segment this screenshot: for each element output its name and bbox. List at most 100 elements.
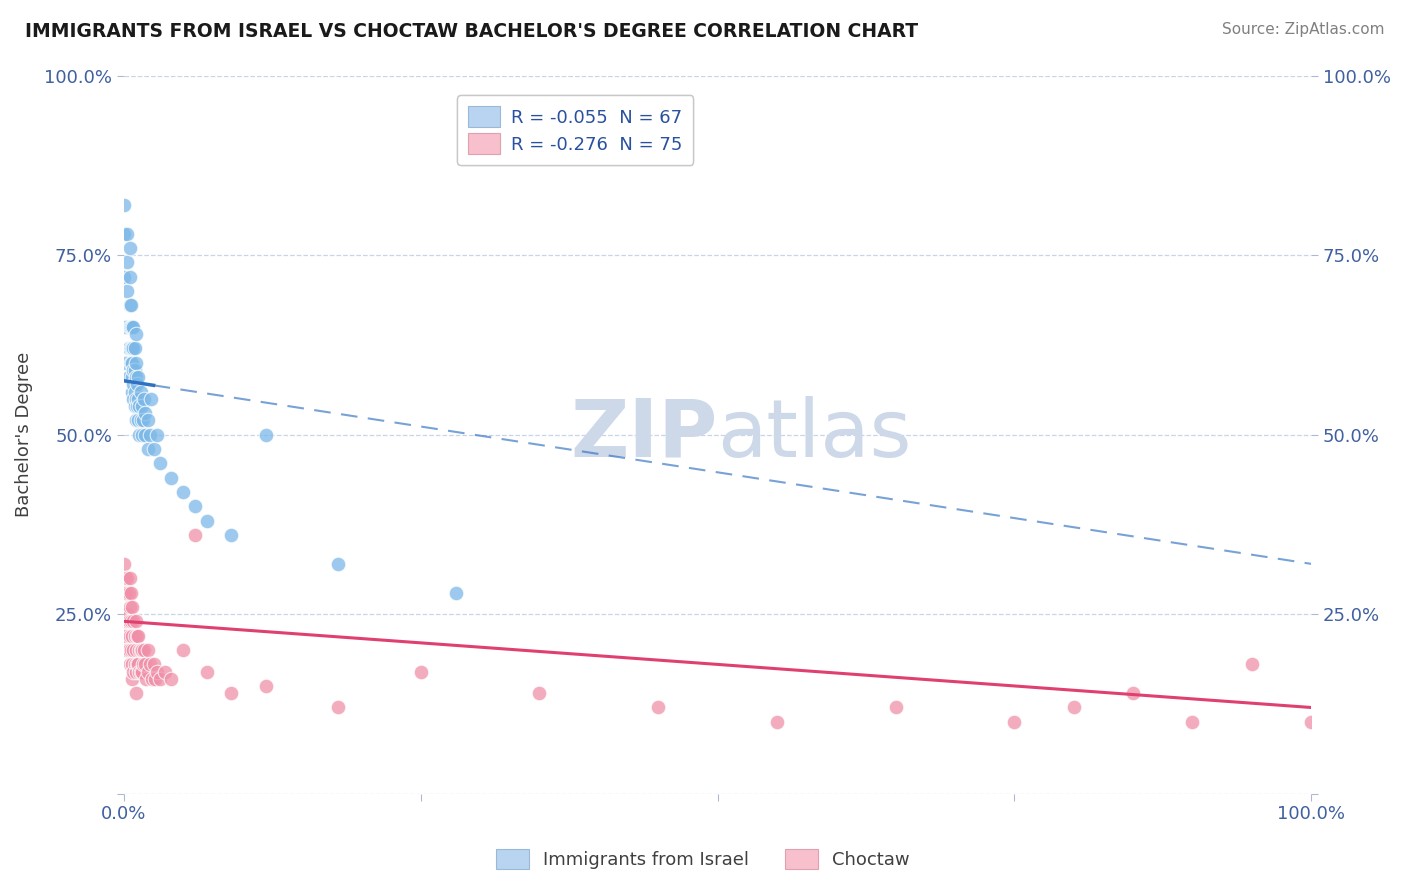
Point — [142, 442, 165, 456]
Point — [132, 392, 155, 406]
Point — [128, 665, 150, 679]
Point — [766, 714, 789, 729]
Point — [132, 413, 155, 427]
Point — [118, 370, 141, 384]
Point — [125, 686, 148, 700]
Point — [127, 629, 149, 643]
Point — [112, 557, 135, 571]
Point — [117, 255, 139, 269]
Point — [118, 269, 141, 284]
Point — [117, 571, 139, 585]
Point — [136, 413, 159, 427]
Point — [139, 427, 162, 442]
Point — [115, 615, 138, 629]
Point — [184, 500, 207, 514]
Point — [134, 406, 156, 420]
Point — [127, 413, 149, 427]
Point — [121, 629, 143, 643]
Point — [148, 672, 170, 686]
Point — [172, 485, 194, 500]
Point — [112, 585, 135, 599]
Point — [120, 319, 142, 334]
Point — [160, 471, 183, 485]
Point — [1181, 714, 1204, 729]
Point — [146, 427, 169, 442]
Point — [122, 665, 145, 679]
Point — [326, 700, 349, 714]
Point — [121, 384, 143, 399]
Point — [112, 198, 135, 212]
Point — [112, 269, 135, 284]
Point — [129, 643, 152, 657]
Text: atlas: atlas — [717, 395, 912, 474]
Point — [143, 672, 166, 686]
Text: IMMIGRANTS FROM ISRAEL VS CHOCTAW BACHELOR'S DEGREE CORRELATION CHART: IMMIGRANTS FROM ISRAEL VS CHOCTAW BACHEL… — [25, 22, 918, 41]
Point — [124, 629, 146, 643]
Point — [1002, 714, 1025, 729]
Point — [125, 370, 148, 384]
Point — [120, 643, 142, 657]
Point — [118, 319, 141, 334]
Point — [132, 643, 155, 657]
Point — [219, 686, 242, 700]
Point — [409, 665, 432, 679]
Point — [120, 356, 142, 370]
Point — [121, 370, 143, 384]
Point — [254, 679, 277, 693]
Point — [136, 643, 159, 657]
Point — [131, 399, 153, 413]
Point — [121, 319, 143, 334]
Point — [172, 643, 194, 657]
Point — [118, 585, 141, 599]
Point — [128, 427, 150, 442]
Legend: Immigrants from Israel, Choctaw: Immigrants from Israel, Choctaw — [486, 839, 920, 879]
Point — [125, 356, 148, 370]
Point — [122, 342, 145, 356]
Point — [115, 356, 138, 370]
Point — [131, 427, 153, 442]
Point — [135, 672, 157, 686]
Point — [121, 342, 143, 356]
Point — [125, 377, 148, 392]
Point — [131, 665, 153, 679]
Point — [132, 657, 155, 672]
Point — [148, 456, 170, 470]
Point — [647, 700, 669, 714]
Point — [115, 585, 138, 599]
Point — [127, 657, 149, 672]
Point — [120, 615, 142, 629]
Point — [122, 643, 145, 657]
Point — [118, 657, 141, 672]
Point — [120, 585, 142, 599]
Text: Source: ZipAtlas.com: Source: ZipAtlas.com — [1222, 22, 1385, 37]
Y-axis label: Bachelor's Degree: Bachelor's Degree — [15, 352, 32, 517]
Point — [127, 370, 149, 384]
Point — [1240, 657, 1263, 672]
Point — [195, 514, 218, 528]
Point — [120, 298, 142, 312]
Point — [125, 643, 148, 657]
Point — [142, 657, 165, 672]
Point — [219, 528, 242, 542]
Point — [125, 413, 148, 427]
Point — [1063, 700, 1085, 714]
Point — [884, 700, 907, 714]
Point — [160, 672, 183, 686]
Point — [117, 284, 139, 298]
Point — [128, 643, 150, 657]
Point — [122, 363, 145, 377]
Point — [118, 241, 141, 255]
Point — [125, 399, 148, 413]
Point — [121, 657, 143, 672]
Point — [128, 399, 150, 413]
Point — [124, 363, 146, 377]
Point — [125, 629, 148, 643]
Point — [117, 607, 139, 621]
Point — [118, 342, 141, 356]
Point — [120, 342, 142, 356]
Point — [124, 384, 146, 399]
Point — [118, 643, 141, 657]
Point — [129, 384, 152, 399]
Point — [1122, 686, 1144, 700]
Point — [118, 599, 141, 614]
